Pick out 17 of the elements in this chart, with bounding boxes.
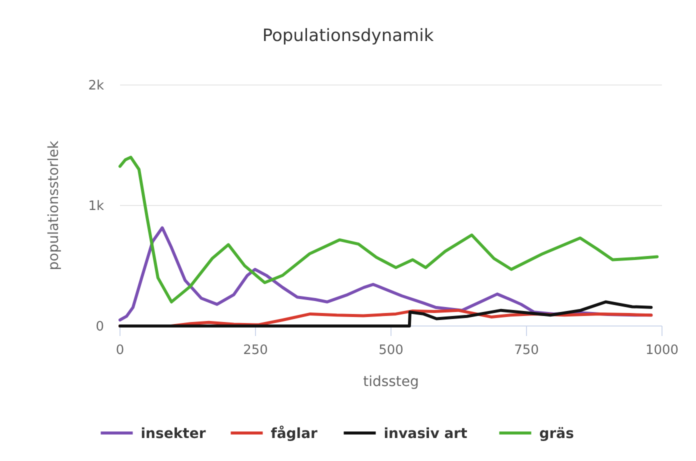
x-tick-label: 750 bbox=[514, 343, 539, 358]
legend-label: fåglar bbox=[270, 424, 318, 442]
legend-label: gräs bbox=[539, 426, 574, 442]
y-tick-label: 2k bbox=[88, 78, 104, 94]
x-tick-label: 250 bbox=[243, 343, 268, 358]
x-tick-label: 1000 bbox=[645, 343, 679, 358]
x-tick-label: 500 bbox=[378, 343, 404, 358]
y-axis-title: populationsstorlek bbox=[46, 140, 62, 270]
x-tick-label: 0 bbox=[116, 343, 124, 358]
x-axis-title: tidssteg bbox=[363, 374, 419, 390]
y-tick-label: 0 bbox=[96, 320, 104, 335]
legend-label: invasiv art bbox=[384, 426, 468, 442]
chart-title: Populationsdynamik bbox=[262, 26, 434, 46]
legend-label: insekter bbox=[140, 426, 206, 442]
y-tick-label: 1k bbox=[88, 199, 104, 214]
line-series bbox=[118, 156, 659, 304]
line-series bbox=[118, 300, 653, 328]
